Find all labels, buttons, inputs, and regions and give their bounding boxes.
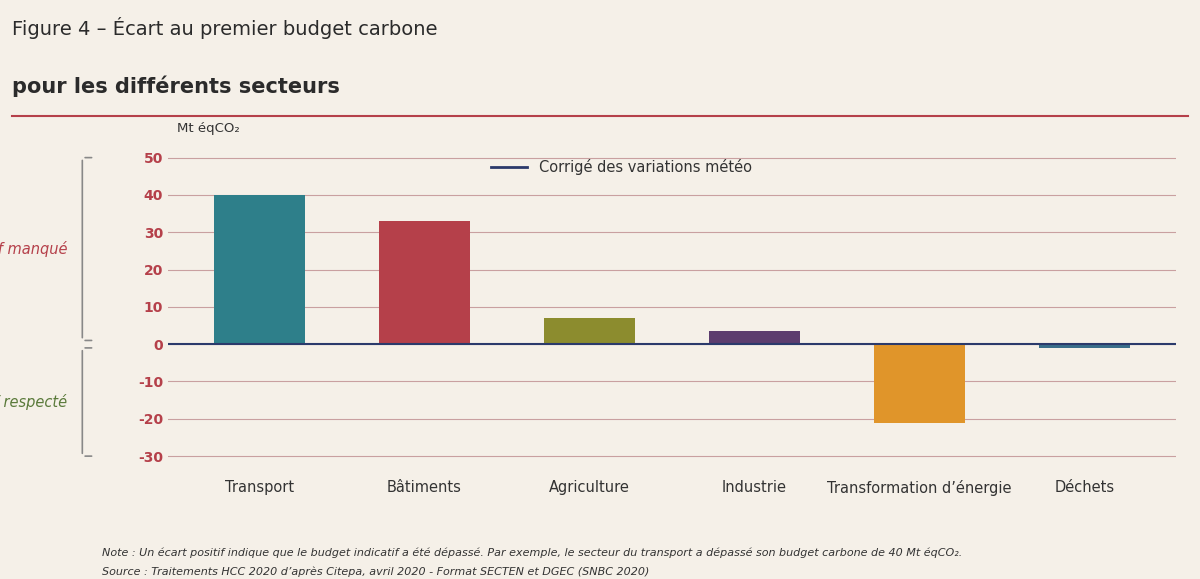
- Bar: [214, 195, 305, 344]
- Bar: [544, 318, 635, 344]
- Text: Source : Traitements HCC 2020 d’après Citepa, avril 2020 - Format SECTEN et DGEC: Source : Traitements HCC 2020 d’après Ci…: [102, 566, 649, 577]
- Bar: [875, 344, 965, 423]
- Text: pour les différents secteurs: pour les différents secteurs: [12, 75, 340, 97]
- Bar: [379, 221, 469, 344]
- Bar: [709, 331, 800, 344]
- Text: Note : Un écart positif indique que le budget indicatif a été dépassé. Par exemp: Note : Un écart positif indique que le b…: [102, 547, 962, 558]
- Text: Objectif respecté: Objectif respecté: [0, 394, 67, 410]
- Text: Figure 4 – Écart au premier budget carbone: Figure 4 – Écart au premier budget carbo…: [12, 17, 438, 39]
- Text: Mt éqCO₂: Mt éqCO₂: [176, 122, 240, 135]
- Legend: Corrigé des variations météo: Corrigé des variations météo: [485, 153, 758, 181]
- Bar: [1039, 344, 1130, 348]
- Text: Objectif manqué: Objectif manqué: [0, 241, 67, 257]
